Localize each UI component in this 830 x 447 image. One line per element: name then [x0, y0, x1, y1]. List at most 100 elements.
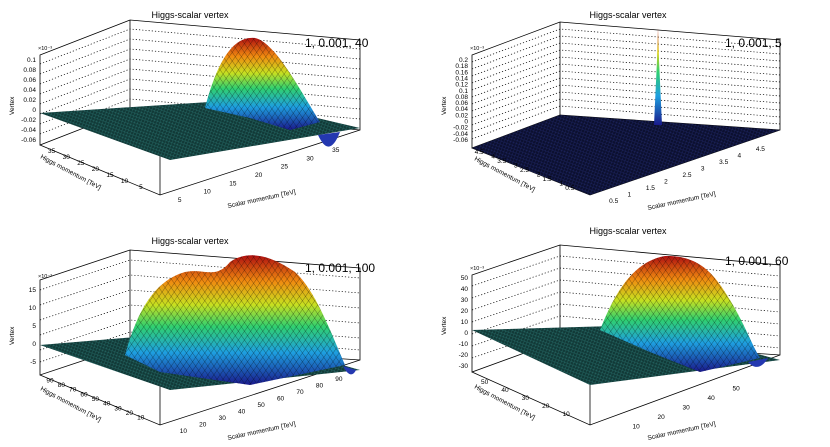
panel-1-z-exponent: ×10⁻³ [38, 46, 52, 52]
panel-2-z-exponent: ×10⁻³ [470, 46, 484, 52]
panel-1-z-tick: -0.06 [21, 137, 36, 144]
panel-2-z-ticks: -0.06-0.04-0.0200.020.040.060.080.10.120… [453, 57, 468, 144]
panel-1-x-tick: 15 [229, 180, 237, 187]
panel-3-y-tick: 10 [137, 415, 145, 422]
panel-3-z-tick: -5 [30, 359, 36, 366]
panel-1-y-tick: 10 [121, 178, 129, 185]
panel-4-z-tick: -20 [459, 352, 469, 359]
panel-2-y-tick: 1 [559, 180, 563, 187]
panel-2-z-tick: -0.02 [453, 125, 468, 132]
panel-1-z-tick: -0.04 [21, 127, 36, 134]
panel-3-z-exponent: ×10⁻³ [38, 274, 52, 280]
panel-2-x-tick: 2 [664, 178, 668, 185]
panel-1-z-tick: 0.02 [23, 97, 36, 104]
panel-4-z-label: Vertex [441, 316, 448, 335]
panel-1-z-tick: 0.08 [23, 67, 36, 74]
panel-2-z-label: Vertex [441, 96, 448, 115]
panel-4-z-tick: -10 [459, 341, 469, 348]
panel-3-y-tick: 60 [80, 391, 88, 398]
panel-4-title: Higgs-scalar vertex [589, 226, 667, 236]
panel-2-z-tick: 0.2 [459, 57, 468, 64]
panel-3-y-tick: 20 [126, 410, 134, 417]
panel-4: Higgs-scalar vertex 1, 0.001, 60 ×10⁻³ -… [441, 226, 789, 442]
panel-2-z-tick: -0.04 [453, 131, 468, 138]
panel-2-z-tick: 0 [464, 119, 468, 126]
panel-1: Higgs-scalar vertex 1, 0.001, 40 ×10⁻³ -… [9, 10, 369, 210]
panel-2-y-tick: 4 [491, 154, 495, 161]
panel-2-y-tick: 0.5 [565, 185, 574, 192]
panel-2-y-ticks: 0.51 1.52 2.53 3.54 4.5 [475, 149, 575, 192]
panel-2-x-tick: 1 [628, 191, 632, 198]
panel-4-z-tick: 0 [464, 330, 468, 337]
panel-3-y-tick: 90 [46, 377, 54, 384]
panel-3-z-tick: 5 [32, 323, 36, 330]
panel-4-y-tick: 50 [481, 379, 489, 386]
panel-1-z-tick: 0.04 [23, 87, 36, 94]
panel-1-y-ticks: 5 10 15 20 25 30 35 [48, 148, 143, 191]
panel-3-y-tick: 40 [103, 401, 111, 408]
panel-2-param-label: 1, 0.001, 5 [725, 36, 782, 50]
panel-4-trough [748, 358, 768, 367]
panel-3-y-tick: 70 [69, 387, 77, 394]
panel-2-x-tick: 3.5 [719, 159, 728, 166]
panel-3-x-tick: 70 [296, 389, 304, 396]
panel-4-z-tick: -30 [459, 363, 469, 370]
panel-3-x-tick: 60 [277, 396, 285, 403]
panel-4-z-tick: 20 [461, 308, 469, 315]
panel-3-y-tick: 80 [58, 382, 66, 389]
panel-4-x-label: Scalar momentum [TeV] [647, 421, 716, 442]
panel-1-y-tick: 15 [106, 172, 114, 179]
panel-2-spike [654, 28, 662, 125]
panel-3-z-tick: 0 [32, 341, 36, 348]
panel-4-y-ticks: 10 20 30 40 50 [481, 379, 570, 418]
panel-1-z-tick: -0.02 [21, 117, 36, 124]
panel-1-x-tick: 25 [281, 164, 289, 171]
panel-2-y-tick: 2 [537, 171, 541, 178]
panel-2-x-tick: 4 [738, 153, 742, 160]
panel-2-z-tick: 0.06 [455, 100, 468, 107]
panel-2-floor-surface [472, 115, 780, 195]
panel-2-y-tick: 3.5 [497, 158, 506, 165]
panel-1-y-tick: 30 [63, 154, 71, 161]
panel-2-x-tick: 0.5 [609, 198, 618, 205]
panel-2-x-tick: 1.5 [646, 185, 655, 192]
panel-2-z-tick: 0.1 [459, 88, 468, 95]
panel-4-x-ticks: 10 20 30 40 50 [633, 386, 741, 431]
panel-1-y-tick: 35 [48, 148, 56, 155]
panel-2-x-tick: 4.5 [756, 146, 765, 153]
panel-2-y-tick: 1.5 [543, 176, 552, 183]
panel-3-x-ticks: 10 20 30 40 50 60 70 80 90 [180, 376, 343, 435]
panel-3-y-tick: 30 [114, 405, 122, 412]
panel-4-z-tick: 30 [461, 297, 469, 304]
panel-2-x-tick: 3 [701, 166, 705, 173]
panel-2-z-tick: 0.12 [455, 82, 468, 89]
panel-2-x-label: Scalar momentum [TeV] [647, 191, 716, 212]
panel-2-title: Higgs-scalar vertex [589, 10, 667, 20]
panel-1-x-tick: 30 [306, 155, 314, 162]
panel-3-x-tick: 40 [238, 408, 246, 415]
panel-2: Higgs-scalar vertex 1, 0.001, 5 ×10⁻³ -0… [441, 10, 782, 212]
panel-1-x-tick: 20 [255, 172, 263, 179]
panel-3: Higgs-scalar vertex 1, 0.001, 100 ×10⁻³ … [9, 236, 375, 442]
panel-3-z-ticks: -5 0 5 10 15 [29, 287, 37, 366]
panel-4-z-tick: 10 [461, 319, 469, 326]
panel-3-x-tick: 80 [316, 383, 324, 390]
panel-2-x-ticks: 0.5 1 1.5 2 2.5 3 3.5 4 4.5 [609, 146, 765, 205]
panel-1-z-tick: 0 [32, 107, 36, 114]
panel-4-y-tick: 10 [563, 411, 571, 418]
panel-4-z-exponent: ×10⁻³ [470, 266, 484, 272]
panel-1-y-tick: 20 [92, 166, 100, 173]
panel-3-x-tick: 90 [335, 376, 343, 383]
panel-3-x-tick: 50 [258, 402, 266, 409]
panel-2-z-tick: 0.18 [455, 63, 468, 70]
panel-4-x-tick: 50 [733, 386, 741, 393]
panel-4-x-tick: 30 [683, 405, 691, 412]
panel-1-title: Higgs-scalar vertex [151, 10, 229, 20]
panel-1-z-ticks: -0.06 -0.04 -0.02 0 0.02 0.04 0.06 0.08 0.1 [21, 57, 36, 144]
panel-2-x-tick: 2.5 [683, 172, 692, 179]
panel-1-x-ticks: 5 10 15 20 25 30 35 [178, 147, 340, 204]
panel-1-x-label: Scalar momentum [TeV] [227, 189, 296, 210]
panel-4-x-tick: 40 [708, 395, 716, 402]
